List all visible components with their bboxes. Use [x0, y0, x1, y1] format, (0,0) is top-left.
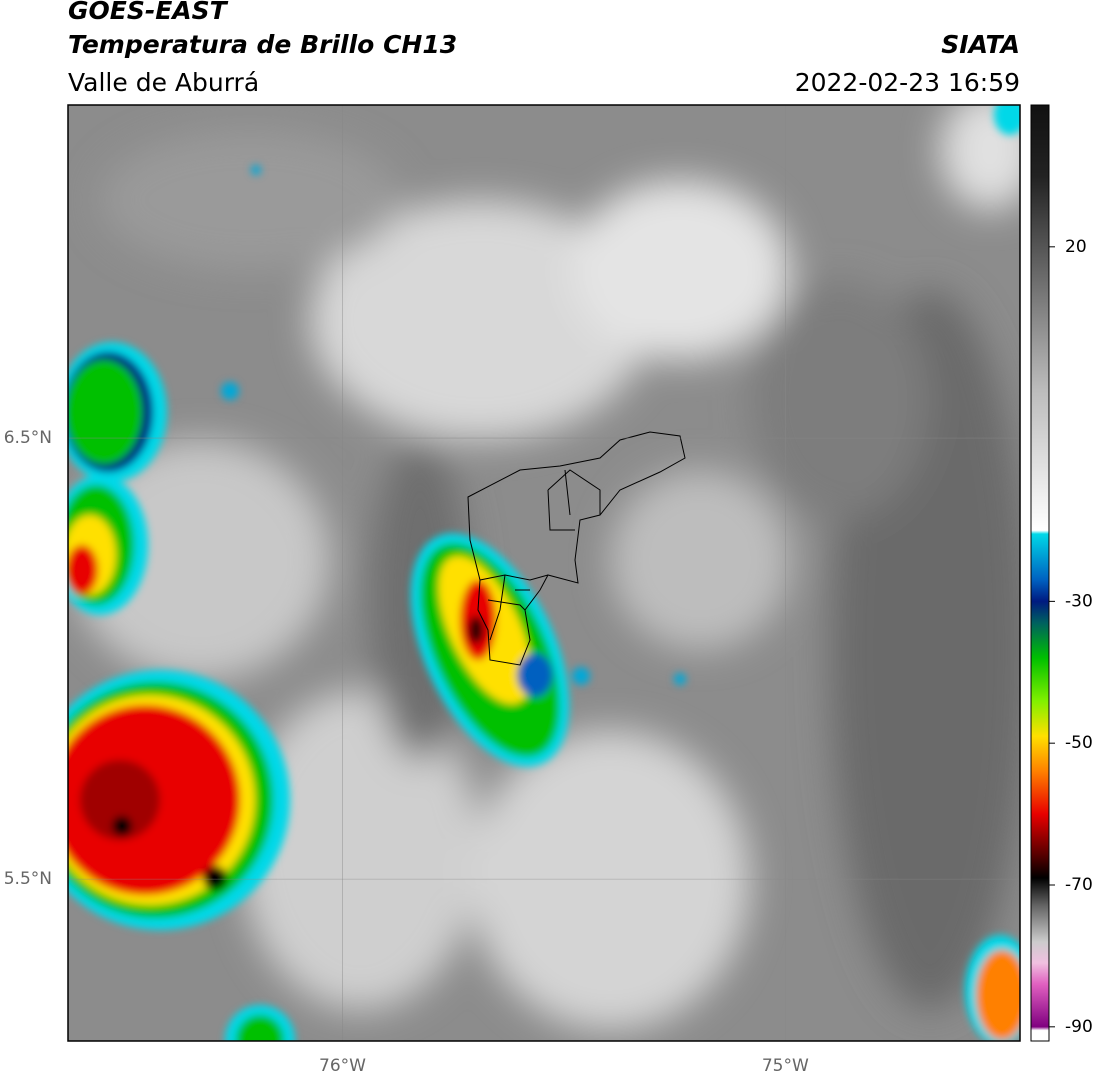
source: SIATA	[941, 30, 1020, 59]
municipal-boundaries	[467, 431, 686, 666]
map-frame	[67, 104, 1021, 1042]
colorbar-tick-label: -90	[1065, 1017, 1093, 1037]
y-tick-label: 5.5°N	[4, 869, 52, 889]
region: Valle de Aburrá	[68, 68, 259, 97]
satellite-image	[68, 105, 1020, 1041]
x-tick-label: 75°W	[762, 1056, 809, 1076]
datetime: 2022-02-23 16:59	[795, 68, 1020, 97]
subtitle: Temperatura de Brillo CH13	[68, 30, 457, 59]
title: GOES-EAST	[68, 0, 229, 25]
colorbar-tick-label: -30	[1065, 591, 1093, 611]
y-tick-label: 6.5°N	[4, 428, 52, 448]
colorbar-tick-label: -70	[1065, 875, 1093, 895]
colorbar-tick-label: 20	[1065, 237, 1087, 257]
colorbar-tick-label: -50	[1065, 733, 1093, 753]
x-tick-label: 76°W	[319, 1056, 366, 1076]
colorbar	[1030, 104, 1050, 1042]
